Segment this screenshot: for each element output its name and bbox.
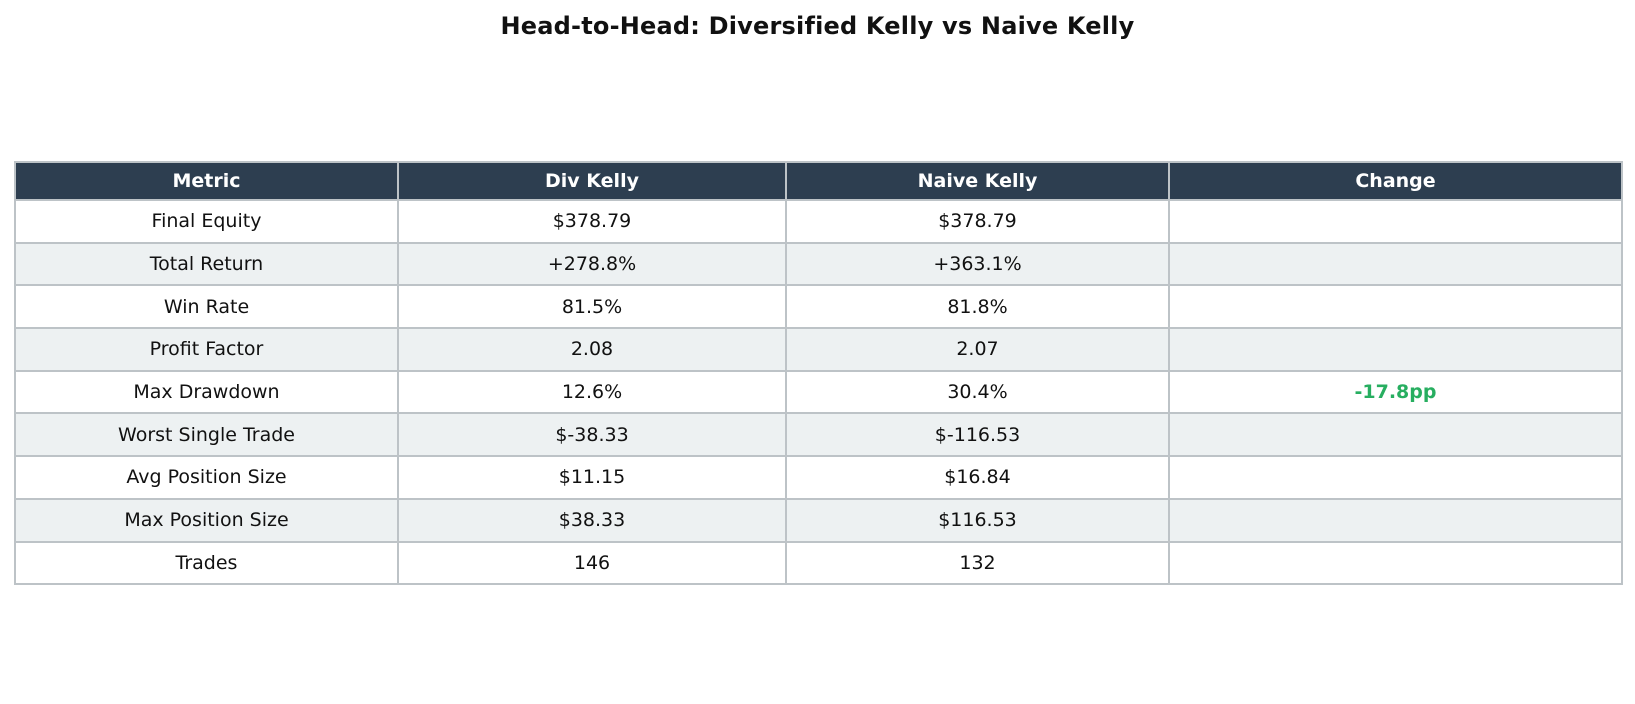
cell-naive-kelly: $-116.53 [785,412,1170,458]
col-header-div-kelly: Div Kelly [397,161,787,201]
cell-div-kelly: +278.8% [397,241,787,287]
cell-change [1168,540,1623,586]
table-row-max-position-size: Max Position Size $38.33 $116.53 [14,497,1623,543]
cell-naive-kelly: 2.07 [785,327,1170,372]
cell-change [1168,497,1623,543]
table-body: Final Equity $378.79 $378.79 Total Retur… [14,199,1623,586]
cell-div-kelly: 12.6% [397,369,787,415]
cell-naive-kelly: 81.8% [785,284,1170,330]
cell-metric: Trades [14,540,399,586]
cell-metric: Avg Position Size [14,455,399,500]
cell-metric: Total Return [14,241,399,287]
cell-naive-kelly: $16.84 [785,455,1170,500]
cell-div-kelly: $11.15 [397,455,787,500]
cell-metric: Max Drawdown [14,369,399,415]
table-row-trades: Trades 146 132 [14,540,1623,586]
kelly-comparison-table: Metric Div Kelly Naive Kelly Change Fina… [14,161,1623,586]
cell-change [1168,284,1623,330]
cell-change-positive: -17.8pp [1168,369,1623,415]
cell-div-kelly: 81.5% [397,284,787,330]
cell-change [1168,199,1623,244]
table-row-profit-factor: Profit Factor 2.08 2.07 [14,327,1623,372]
cell-change [1168,327,1623,372]
table-header: Metric Div Kelly Naive Kelly Change [14,161,1623,201]
table-row-worst-single-trade: Worst Single Trade $-38.33 $-116.53 [14,412,1623,458]
cell-metric: Final Equity [14,199,399,244]
cell-naive-kelly: +363.1% [785,241,1170,287]
chart-title: Head-to-Head: Diversified Kelly vs Naive… [500,12,1135,40]
cell-naive-kelly: 30.4% [785,369,1170,415]
cell-div-kelly: 146 [397,540,787,586]
table-row-total-return: Total Return +278.8% +363.1% [14,241,1623,287]
cell-div-kelly: $-38.33 [397,412,787,458]
cell-metric: Win Rate [14,284,399,330]
cell-change [1168,412,1623,458]
cell-naive-kelly: $378.79 [785,199,1170,244]
table-row-max-drawdown: Max Drawdown 12.6% 30.4% -17.8pp [14,369,1623,415]
col-header-metric: Metric [14,161,399,201]
cell-naive-kelly: $116.53 [785,497,1170,543]
table-row-final-equity: Final Equity $378.79 $378.79 [14,199,1623,244]
table-row-win-rate: Win Rate 81.5% 81.8% [14,284,1623,330]
header-row: Metric Div Kelly Naive Kelly Change [14,161,1623,201]
cell-metric: Worst Single Trade [14,412,399,458]
cell-div-kelly: $378.79 [397,199,787,244]
cell-metric: Max Position Size [14,497,399,543]
col-header-change: Change [1168,161,1623,201]
cell-div-kelly: $38.33 [397,497,787,543]
cell-change [1168,241,1623,287]
cell-change [1168,455,1623,500]
cell-metric: Profit Factor [14,327,399,372]
cell-naive-kelly: 132 [785,540,1170,586]
table-row-avg-position-size: Avg Position Size $11.15 $16.84 [14,455,1623,500]
cell-div-kelly: 2.08 [397,327,787,372]
col-header-naive-kelly: Naive Kelly [785,161,1170,201]
